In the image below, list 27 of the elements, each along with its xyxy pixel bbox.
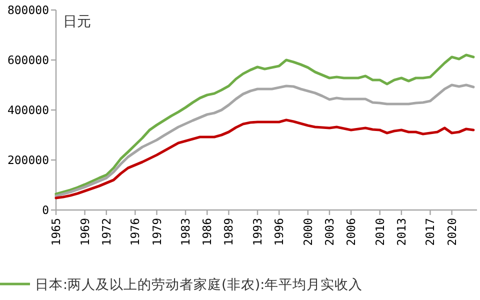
- x-tick-label: 1996: [272, 218, 286, 246]
- x-tick-label: 1979: [150, 218, 164, 246]
- x-tick-label: 2010: [372, 218, 387, 246]
- y-tick-label: 0: [42, 203, 50, 217]
- y-tick-label: 200000: [7, 153, 50, 167]
- x-tick-label: 2003: [322, 218, 336, 246]
- y-tick-label: 800000: [7, 3, 50, 17]
- y-axis-title: 日元: [63, 14, 91, 30]
- legend-label: 日本:两人及以上的劳动者家庭(非农):年平均月实收入: [35, 277, 363, 293]
- x-tick-label: 1989: [222, 218, 236, 246]
- x-tick-label: 1976: [128, 218, 142, 246]
- y-tick-label: 600000: [7, 53, 50, 67]
- x-tick-label: 2013: [394, 218, 408, 246]
- y-tick-label: 400000: [7, 103, 50, 117]
- x-tick-label: 1993: [250, 218, 265, 246]
- line-series: [54, 84, 475, 198]
- x-tick-label: 1986: [200, 218, 214, 246]
- line-series: [54, 118, 475, 200]
- x-tick-label: 2017: [423, 218, 438, 246]
- x-tick-label: 2020: [444, 218, 459, 246]
- x-tick-label: 1969: [78, 218, 92, 246]
- line-series: [54, 54, 475, 196]
- x-tick-label: 1983: [178, 218, 193, 246]
- x-tick-label: 1965: [49, 218, 63, 246]
- x-tick-label: 2006: [344, 218, 358, 246]
- x-tick-label: 2000: [300, 218, 315, 246]
- x-tick-label: 1972: [99, 218, 114, 246]
